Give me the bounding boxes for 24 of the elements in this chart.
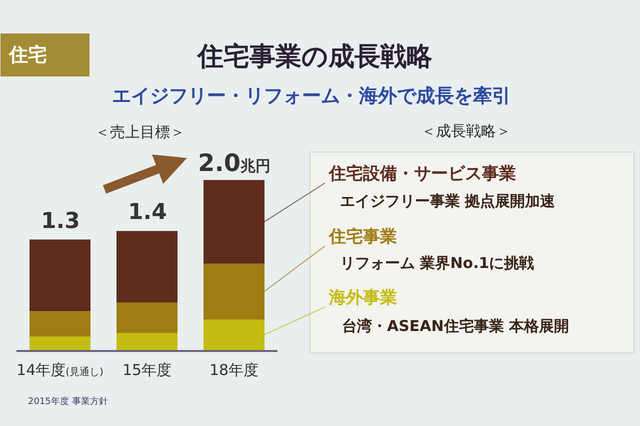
x-tick-label: 18年度 xyxy=(209,360,259,379)
text: 住宅設備・サービス事業 xyxy=(328,164,516,184)
annotation: 2.0兆円 xyxy=(198,149,271,177)
annotation: 1.3 xyxy=(41,209,80,234)
text: 住宅 xyxy=(8,44,47,66)
text: エイジフリー事業 拠点展開加速 xyxy=(340,192,556,210)
bar xyxy=(30,336,90,350)
bar xyxy=(30,240,90,311)
text: リフォーム 業界No.1に挑戦 xyxy=(340,254,534,272)
x-tick-label: 15年度 xyxy=(122,360,172,379)
text: 台湾・ASEAN住宅事業 本格展開 xyxy=(342,317,570,335)
bar xyxy=(116,333,178,350)
text: ＜売上目標＞ xyxy=(95,123,185,141)
text: 海外事業 xyxy=(328,288,397,308)
text: ＜成長戦略＞ xyxy=(421,122,511,140)
annotation: 1.4 xyxy=(128,200,167,225)
bar xyxy=(116,231,178,302)
bar xyxy=(30,310,90,336)
chart-subtitle: エイジフリー・リフォーム・海外で成長を牽引 xyxy=(112,85,511,107)
bar xyxy=(116,302,178,333)
chart-title: 住宅事業の成長戦略 xyxy=(196,42,432,72)
x-tick-label: 14年度(見通し) xyxy=(16,360,104,379)
text: 2015年度 事業方針 xyxy=(28,396,108,407)
text: 住宅事業 xyxy=(328,227,397,247)
